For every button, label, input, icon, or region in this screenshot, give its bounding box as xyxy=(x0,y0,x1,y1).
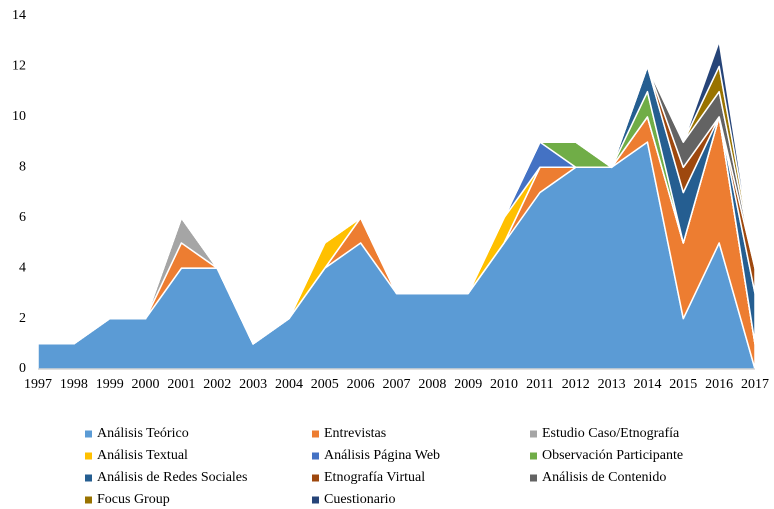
legend-label: Estudio Caso/Etnografía xyxy=(542,426,680,441)
x-tick-label: 2003 xyxy=(239,377,267,392)
legend-label: Análisis de Contenido xyxy=(542,470,666,485)
legend-swatch xyxy=(530,474,537,482)
y-tick-label: 0 xyxy=(19,361,26,376)
legend-label: Cuestionario xyxy=(324,492,396,507)
x-tick-label: 2015 xyxy=(669,377,697,392)
x-tick-label: 2012 xyxy=(562,377,590,392)
legend-swatch xyxy=(530,452,537,460)
x-tick-label: 2001 xyxy=(167,377,195,392)
legend-label: Focus Group xyxy=(97,492,170,507)
legend-label: Etnografía Virtual xyxy=(324,470,425,485)
legend-swatch xyxy=(312,474,319,482)
x-tick-label: 2016 xyxy=(705,377,733,392)
legend-swatch xyxy=(85,474,92,482)
x-tick-label: 2007 xyxy=(383,377,411,392)
x-tick-label: 2014 xyxy=(633,377,661,392)
legend-swatch xyxy=(312,496,319,504)
y-tick-label: 2 xyxy=(19,311,26,326)
x-tick-label: 2009 xyxy=(454,377,482,392)
legend-label: Análisis Página Web xyxy=(324,448,440,463)
legend-swatch xyxy=(312,452,319,460)
x-tick-label: 2013 xyxy=(598,377,626,392)
x-tick-label: 2002 xyxy=(203,377,231,392)
area xyxy=(37,40,756,345)
x-tick-label: 1997 xyxy=(24,377,52,392)
legend-swatch xyxy=(85,496,92,504)
legend-label: Observación Participante xyxy=(542,448,683,463)
legend-label: Análisis Textual xyxy=(97,448,188,463)
legend-swatch xyxy=(85,430,92,438)
area xyxy=(37,141,756,370)
legend-label: Análisis Teórico xyxy=(97,426,189,441)
x-tick-label: 2011 xyxy=(526,377,553,392)
x-tick-label: 2010 xyxy=(490,377,518,392)
x-tick-label: 2008 xyxy=(418,377,446,392)
legend-label: Entrevistas xyxy=(324,426,386,441)
legend-label: Análisis de Redes Sociales xyxy=(97,470,247,485)
x-tick-label: 2004 xyxy=(275,377,303,392)
x-tick-label: 1998 xyxy=(60,377,88,392)
y-tick-label: 8 xyxy=(19,160,26,175)
y-tick-label: 10 xyxy=(12,109,26,124)
x-tick-label: 2000 xyxy=(132,377,160,392)
legend-swatch xyxy=(312,430,319,438)
x-tick-label: 1999 xyxy=(96,377,124,392)
x-tick-label: 2006 xyxy=(347,377,375,392)
y-tick-label: 4 xyxy=(19,260,26,275)
y-tick-label: 6 xyxy=(19,210,26,225)
y-tick-label: 14 xyxy=(12,8,26,23)
x-tick-label: 2005 xyxy=(311,377,339,392)
y-tick-label: 12 xyxy=(12,59,26,74)
legend-swatch xyxy=(530,430,537,438)
x-tick-label: 2017 xyxy=(741,377,769,392)
legend-swatch xyxy=(85,452,92,460)
